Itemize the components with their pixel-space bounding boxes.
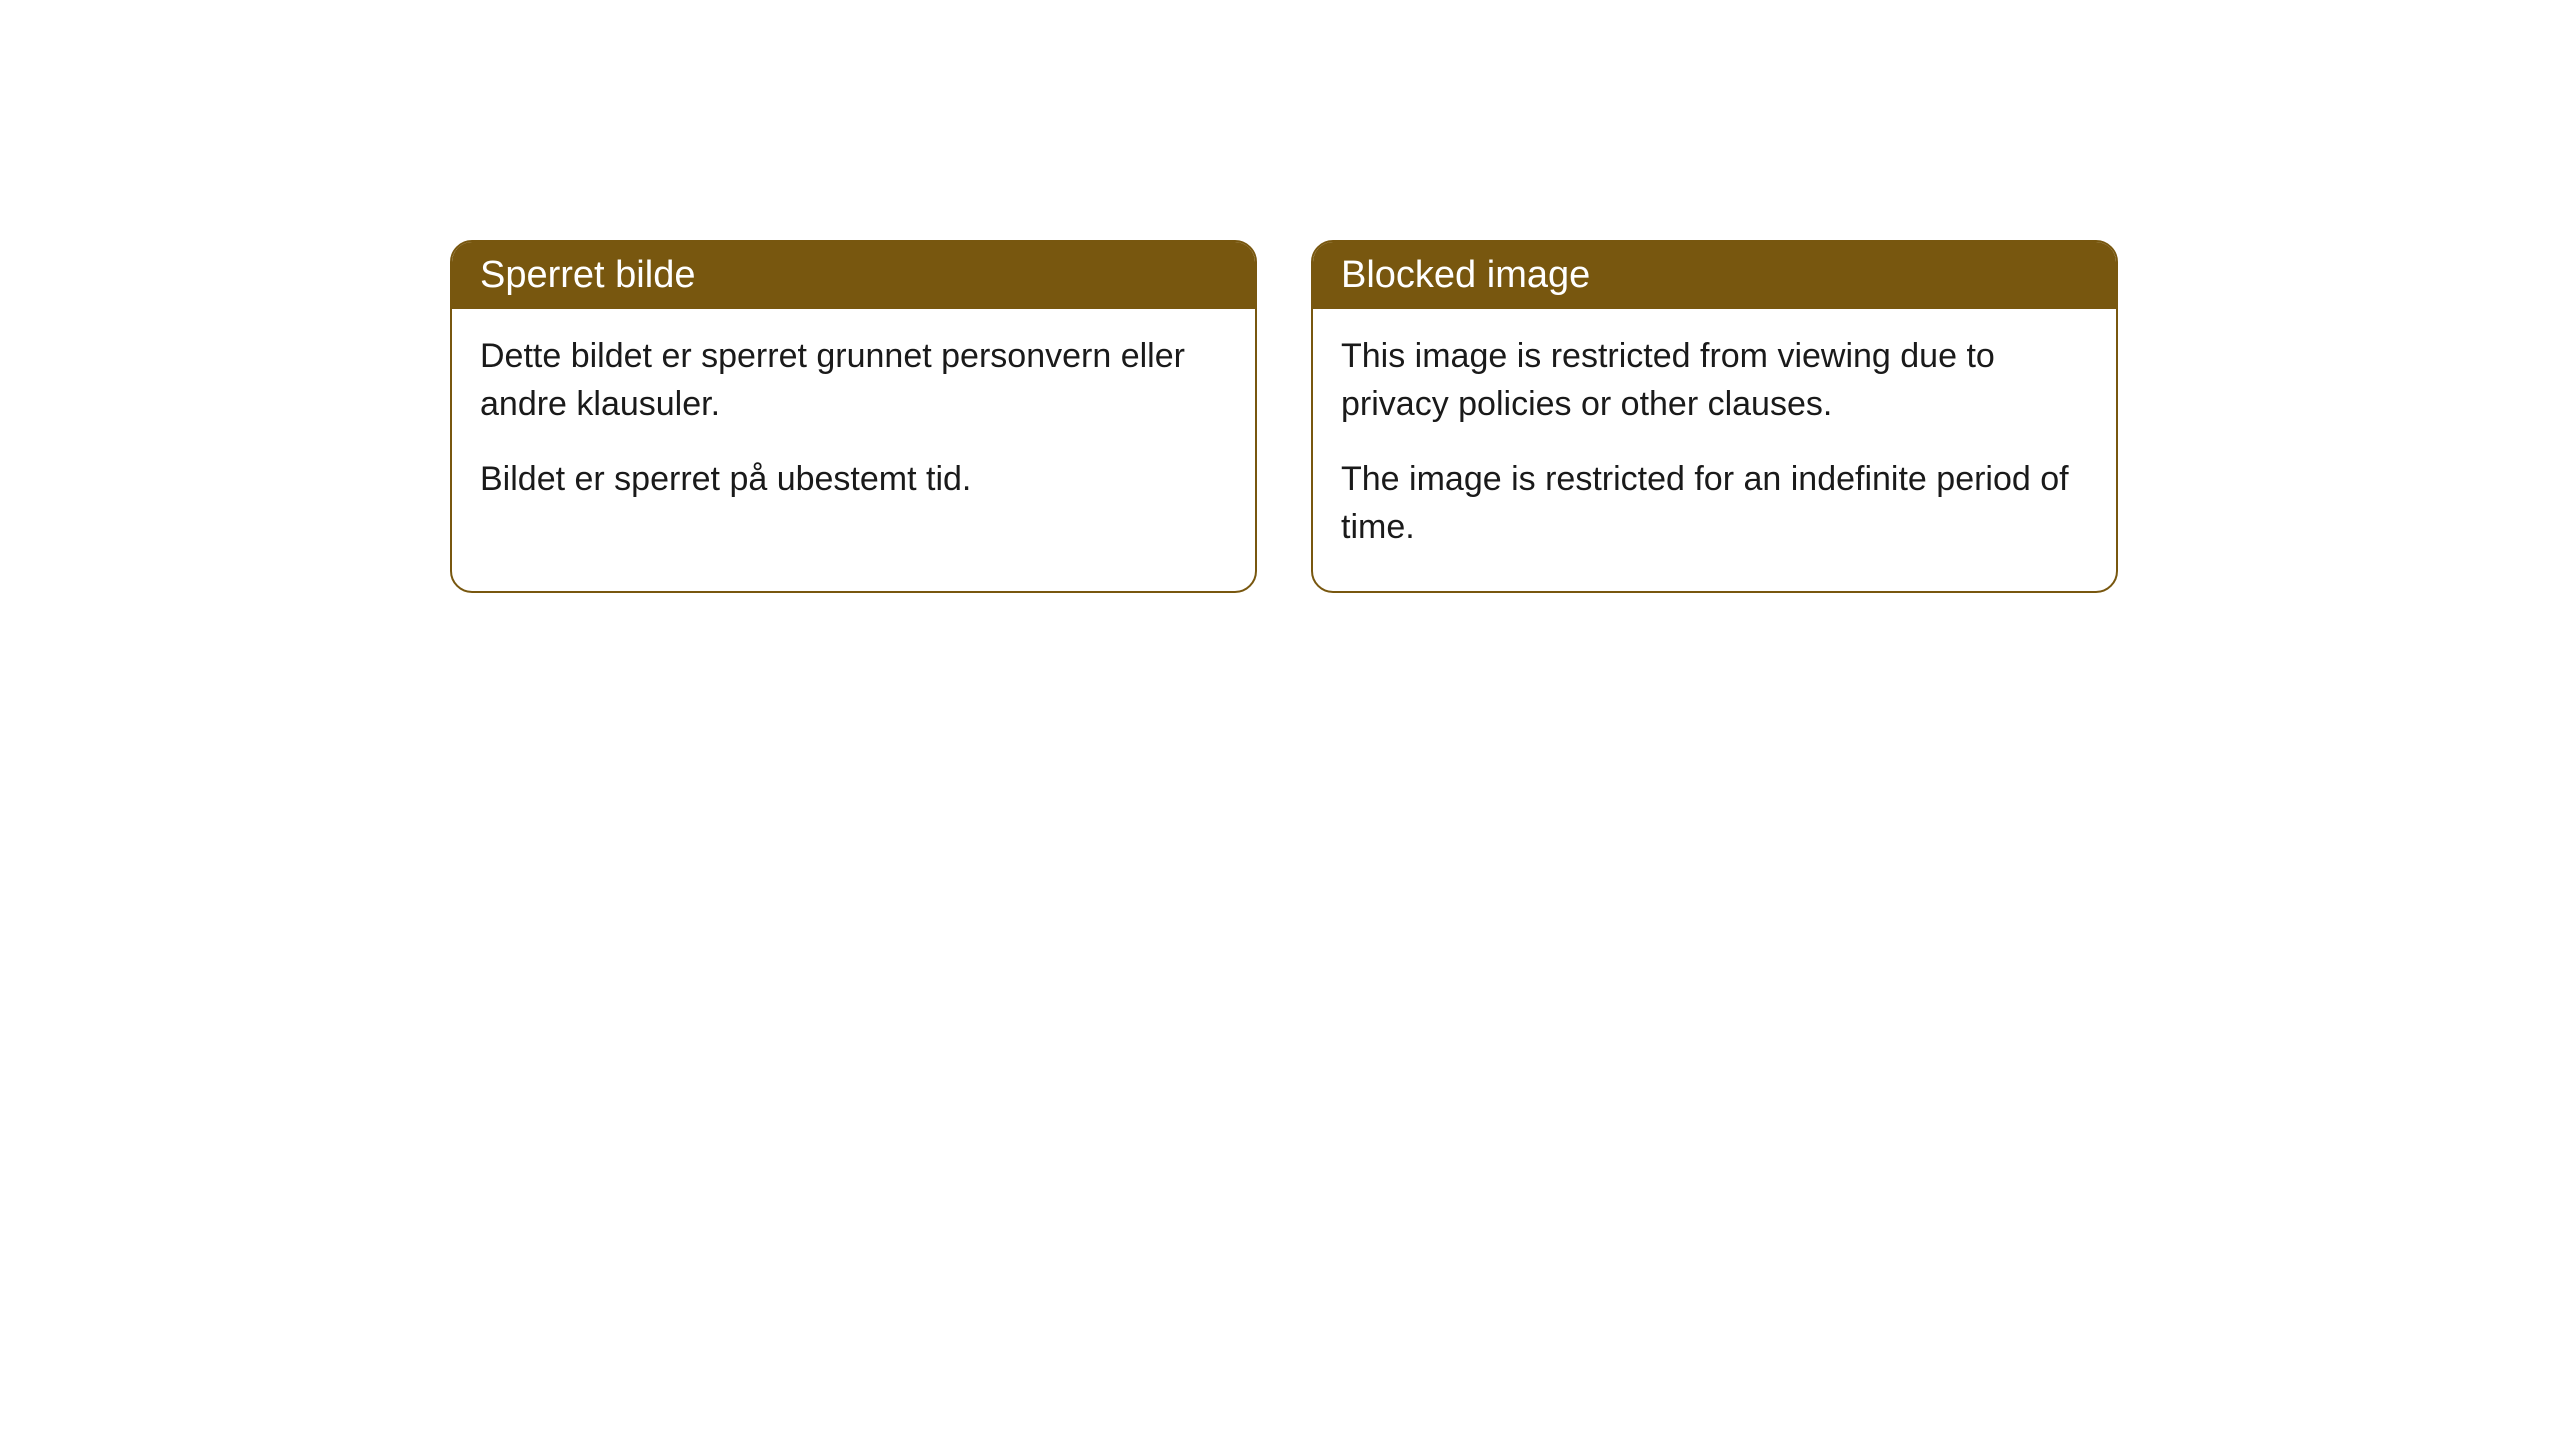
card-header: Sperret bilde: [452, 242, 1255, 309]
card-paragraph: Dette bildet er sperret grunnet personve…: [480, 333, 1227, 428]
card-body: Dette bildet er sperret grunnet personve…: [452, 309, 1255, 544]
card-paragraph: Bildet er sperret på ubestemt tid.: [480, 456, 1227, 504]
card-title: Blocked image: [1341, 254, 1590, 296]
card-paragraph: This image is restricted from viewing du…: [1341, 333, 2088, 428]
notice-card-norwegian: Sperret bilde Dette bildet er sperret gr…: [450, 240, 1257, 593]
notice-cards-container: Sperret bilde Dette bildet er sperret gr…: [450, 240, 2118, 593]
card-title: Sperret bilde: [480, 254, 695, 296]
card-header: Blocked image: [1313, 242, 2116, 309]
notice-card-english: Blocked image This image is restricted f…: [1311, 240, 2118, 593]
card-paragraph: The image is restricted for an indefinit…: [1341, 456, 2088, 551]
card-body: This image is restricted from viewing du…: [1313, 309, 2116, 591]
